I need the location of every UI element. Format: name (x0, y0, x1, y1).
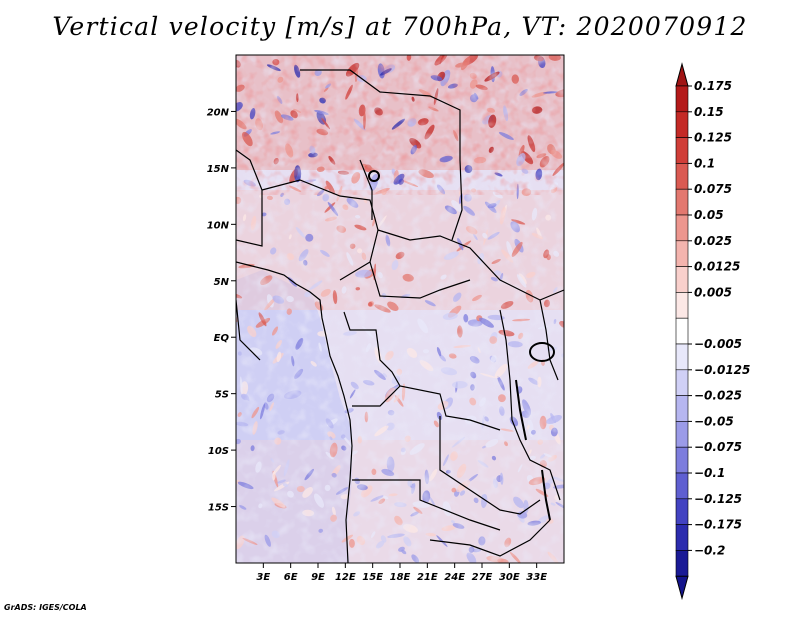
colorbar-label: 0.005 (694, 285, 732, 299)
colorbar-segment (675, 137, 689, 164)
lon-tick-label: 21E (417, 572, 438, 583)
colorbar-label: −0.175 (694, 518, 742, 532)
colorbar-label: 0.125 (694, 131, 732, 145)
lake-chad (368, 170, 380, 182)
colorbar-segment (675, 472, 689, 500)
colorbar: 0.175 0.15 0.125 0.1 0.075 0.05 0.025 0.0125 0.0… (675, 62, 750, 601)
colorbar-segment (675, 292, 689, 319)
longitude-axis: 3E 6E 9E 12E 15E 18E 21E 24E 27E 30E 33E (256, 563, 547, 583)
lat-tick-label: 5N (214, 277, 230, 288)
colorbar-segment (675, 85, 689, 113)
colorbar-label: −0.0125 (694, 363, 750, 377)
colorbar-label: 0.075 (694, 182, 732, 196)
colorbar-segment (675, 188, 689, 216)
border-line (343, 311, 501, 431)
colorbar-segment (675, 317, 689, 345)
colorbar-segment (675, 421, 689, 448)
colorbar-bottom-arrow (675, 575, 689, 601)
colorbar-label: −0.1 (694, 466, 725, 480)
lon-tick-label: 18E (390, 572, 411, 583)
colorbar-label: −0.075 (694, 440, 742, 454)
border-line (499, 309, 561, 501)
border-line (369, 261, 471, 299)
lat-tick-label: 10S (208, 446, 229, 457)
colorbar-label: 0.175 (694, 79, 732, 93)
border-line (300, 69, 463, 241)
border-line (236, 299, 261, 361)
colorbar-segment (675, 266, 689, 293)
lon-tick-label: 3E (256, 572, 270, 583)
lat-tick-label: 20N (207, 107, 230, 118)
colorbar-segment (675, 163, 689, 190)
lon-tick-label: 12E (335, 572, 356, 583)
velocity-field (236, 55, 564, 563)
border-line (439, 416, 541, 515)
border-line (359, 159, 373, 220)
map-lines (236, 69, 564, 563)
colorbar-label: −0.025 (694, 389, 742, 403)
colorbar-label: 0.05 (694, 208, 724, 222)
colorbar-top-arrow (675, 62, 689, 87)
colorbar-segment (675, 369, 689, 396)
latitude-axis: 20N 15N 10N 5N EQ 5S 10S 15S (207, 107, 236, 514)
map-title: Vertical velocity [m/s] at 700hPa, VT: 2… (52, 12, 748, 41)
lon-tick-label: 30E (499, 572, 520, 583)
colorbar-segment (675, 214, 689, 242)
lat-tick-label: 15S (208, 503, 229, 514)
lon-tick-label: 6E (284, 572, 298, 583)
lat-tick-label: 15N (207, 164, 230, 175)
colorbar-label: −0.05 (694, 414, 734, 428)
colorbar-label: 0.15 (694, 105, 724, 119)
colorbar-segment (675, 111, 689, 138)
coastline (236, 261, 353, 563)
lon-tick-label: 9E (311, 572, 325, 583)
border-line (352, 385, 401, 407)
lake-tanganyika (515, 379, 527, 441)
colorbar-label: −0.125 (694, 492, 742, 506)
lake-malawi (541, 469, 551, 521)
lat-tick-label: EQ (214, 333, 230, 344)
grads-credit: GrADS: IGES/COLA (4, 603, 87, 612)
lon-tick-label: 33E (526, 572, 547, 583)
field-texture-red (236, 55, 564, 195)
lake-victoria (529, 342, 555, 362)
lakes (368, 170, 555, 521)
lat-tick-label: 5S (215, 390, 229, 401)
colorbar-label: 0.1 (694, 156, 715, 170)
colorbar-segment (675, 395, 689, 422)
colorbar-segment (675, 550, 689, 577)
colorbar-segment (675, 446, 689, 474)
colorbar-segment (675, 498, 689, 525)
colorbar-segment (675, 240, 689, 267)
lat-tick-label: 10N (207, 220, 230, 231)
colorbar-segment (675, 524, 689, 551)
border-line (377, 229, 564, 301)
colorbar-label: 0.025 (694, 234, 732, 248)
colorbar-segment (675, 343, 689, 371)
lon-tick-label: 15E (362, 572, 383, 583)
lon-tick-label: 27E (472, 572, 493, 583)
colorbar-label: −0.005 (694, 337, 742, 351)
lon-tick-label: 24E (444, 572, 465, 583)
border-line (352, 479, 501, 531)
border-line (429, 519, 551, 557)
colorbar-label: 0.0125 (694, 260, 740, 274)
colorbar-label: −0.2 (694, 543, 725, 557)
